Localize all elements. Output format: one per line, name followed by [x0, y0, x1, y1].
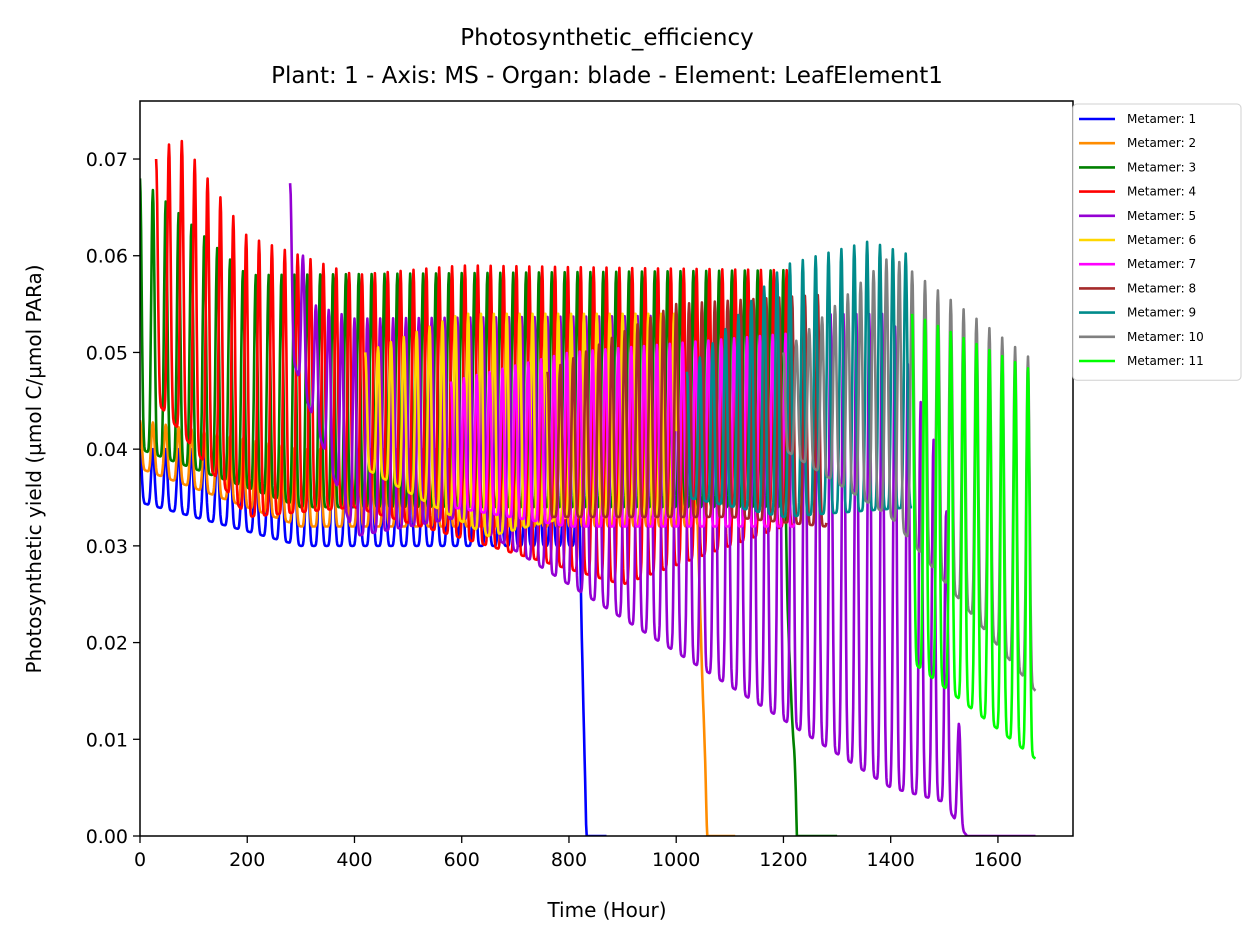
x-tick-label: 1200 — [759, 849, 807, 871]
y-tick-label: 0.01 — [86, 729, 128, 751]
x-tick-label: 0 — [134, 849, 146, 871]
legend-label: Metamer: 3 — [1127, 160, 1196, 174]
x-tick-label: 1000 — [652, 849, 700, 871]
y-axis: 0.00 0.01 0.02 0.03 0.04 0.05 0.06 0.07 — [86, 149, 140, 848]
y-tick-label: 0.03 — [86, 536, 128, 558]
y-tick-label: 0.04 — [86, 439, 128, 461]
legend-label: Metamer: 7 — [1127, 257, 1196, 271]
legend-label: Metamer: 9 — [1127, 306, 1196, 320]
x-tick-label: 200 — [229, 849, 265, 871]
legend-label: Metamer: 10 — [1127, 330, 1204, 344]
y-tick-label: 0.07 — [86, 149, 128, 171]
x-tick-label: 600 — [444, 849, 480, 871]
series-line-metamer-10 — [782, 258, 1037, 692]
legend-label: Metamer: 6 — [1127, 233, 1196, 247]
x-axis: 0 200 400 600 800 1000 1200 1400 1600 — [134, 836, 1022, 871]
legend-label: Metamer: 5 — [1127, 209, 1196, 223]
legend-label: Metamer: 1 — [1127, 112, 1196, 126]
y-tick-label: 0.02 — [86, 633, 128, 655]
y-tick-label: 0.00 — [86, 826, 128, 848]
legend-label: Metamer: 2 — [1127, 136, 1196, 150]
legend-box — [1072, 103, 1242, 381]
y-axis-label: Photosynthetic yield (µmol C/µmol PARa) — [22, 264, 46, 673]
x-axis-label: Time (Hour) — [546, 898, 666, 922]
series-line-metamer-11 — [910, 313, 1037, 760]
series-layer — [140, 139, 1037, 836]
x-tick-label: 1600 — [974, 849, 1022, 871]
x-tick-label: 800 — [551, 849, 587, 871]
series-line-metamer-8 — [546, 293, 828, 528]
y-tick-label: 0.05 — [86, 342, 128, 364]
chart-subtitle: Plant: 1 - Axis: MS - Organ: blade - Ele… — [271, 63, 943, 89]
x-tick-label: 400 — [336, 849, 372, 871]
chart-title: Photosynthetic_efficiency — [460, 25, 754, 51]
legend: Metamer: 1 Metamer: 2 Metamer: 3 Metamer: 4… — [1072, 103, 1242, 381]
plot-frame — [139, 100, 1074, 837]
legend-label: Metamer: 11 — [1127, 354, 1204, 368]
y-tick-label: 0.06 — [86, 246, 128, 268]
series-line-metamer-9 — [685, 240, 913, 519]
x-tick-label: 1400 — [867, 849, 915, 871]
legend-label: Metamer: 8 — [1127, 281, 1196, 295]
legend-label: Metamer: 4 — [1127, 185, 1196, 199]
